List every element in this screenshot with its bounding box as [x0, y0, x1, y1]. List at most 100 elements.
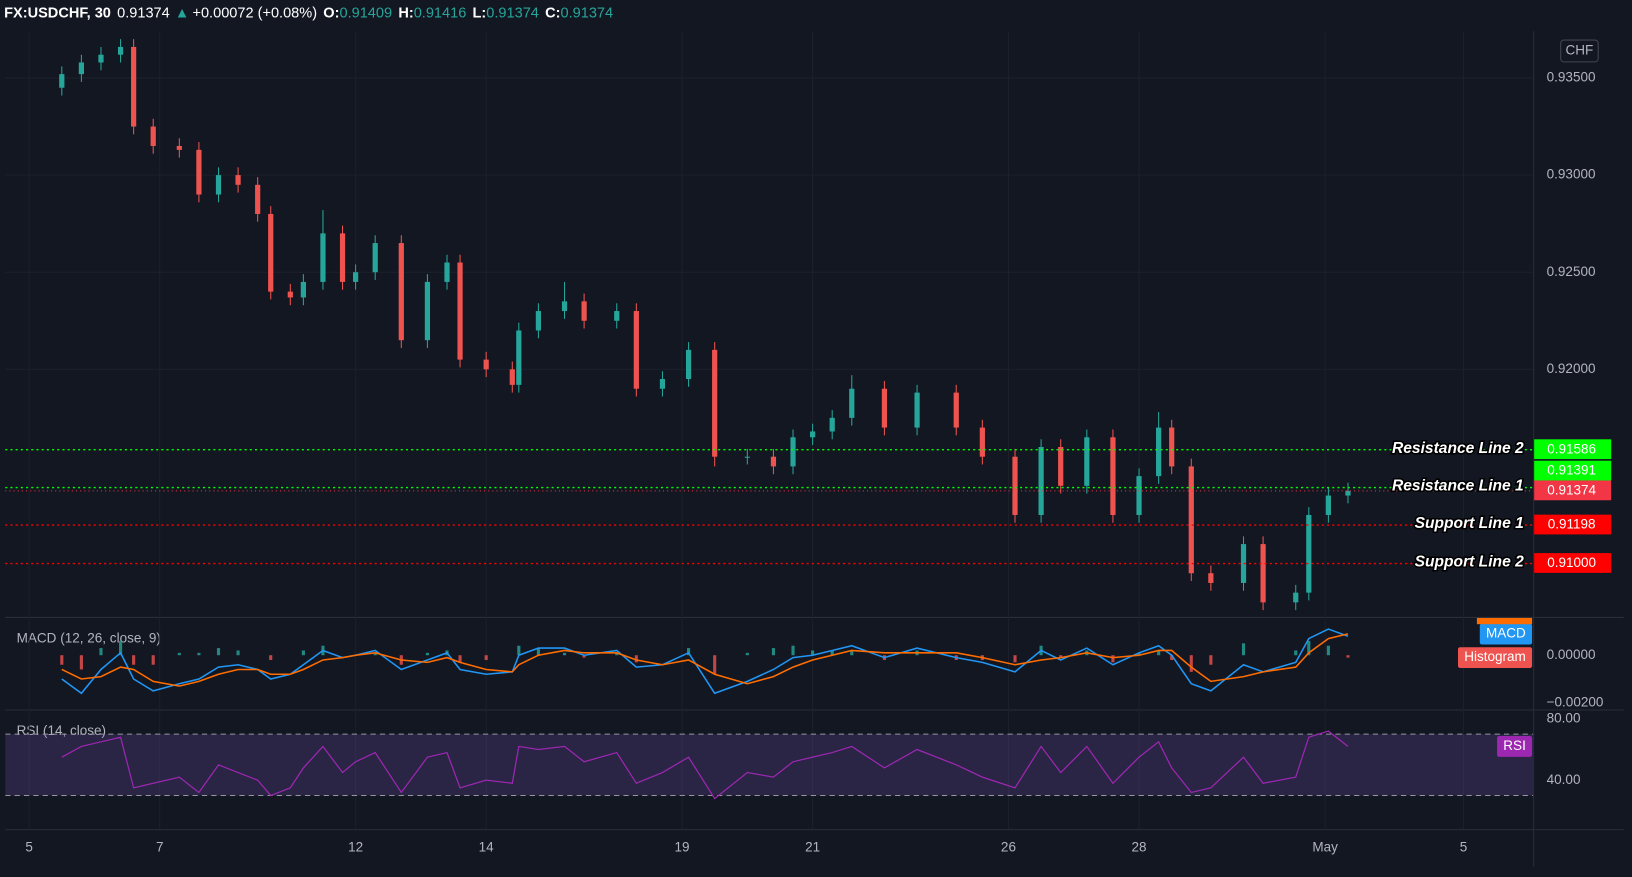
header: FX:USDCHF, 30 0.91374 ▲ +0.00072 (+0.08%) O:… [4, 5, 613, 21]
candle-body [516, 330, 522, 385]
last-price-tag-text: 0.91374 [1547, 482, 1596, 497]
candle-body [914, 392, 920, 428]
symbol: FX:USDCHF, 30 [4, 5, 111, 21]
candle-body [1345, 490, 1351, 496]
y-tick-label: 0.92500 [1547, 264, 1596, 279]
candle-body [300, 281, 306, 298]
legend-tag-text: MACD [1486, 626, 1526, 641]
candle-body [614, 311, 620, 321]
level-tag [1534, 553, 1612, 573]
overlay: 5 7 12 14 19 21 26 28 May 5 0.93500 0.93000 0.92500 0… [25, 70, 1612, 854]
candle-body [790, 437, 796, 467]
signal-tag [1476, 617, 1533, 625]
histogram-bar [458, 655, 462, 663]
histogram-bar [1059, 655, 1063, 658]
histogram-bar [811, 650, 815, 656]
histogram-bar [1137, 652, 1141, 656]
change: +0.00072 (+0.08%) [192, 5, 317, 21]
candle-body [196, 149, 202, 195]
level-tag-text: 0.91586 [1547, 441, 1596, 456]
candle-body [685, 349, 692, 380]
y-tick-label: 40.00 [1547, 772, 1581, 787]
pane [5, 730, 1534, 800]
candle-body [131, 46, 137, 127]
histogram-bar [425, 652, 429, 656]
histogram-bar [713, 655, 717, 675]
candle-body [881, 388, 888, 428]
histogram-bar [1307, 640, 1311, 656]
level-tag-text: 0.91391 [1547, 463, 1596, 478]
candle-body [1188, 466, 1194, 574]
level-tag [1534, 514, 1612, 535]
close-label: C: [545, 5, 560, 21]
legend-tag [1457, 647, 1533, 668]
candle-body [339, 233, 346, 282]
histogram-bar [1111, 655, 1115, 663]
candle-body [1038, 446, 1044, 515]
histogram-bar [634, 655, 638, 663]
candle-body [235, 175, 241, 185]
y-tick-label: 0.93000 [1547, 167, 1596, 182]
candle-body [1325, 495, 1331, 515]
candle-body [829, 417, 835, 432]
level-label: Resistance Line 1 [1392, 478, 1524, 495]
y-tick-label: −0.00200 [1547, 694, 1604, 709]
candle-body [810, 431, 816, 438]
candle-body [268, 213, 274, 292]
candle-body [255, 184, 261, 214]
level-tag [1534, 439, 1612, 460]
open-value: 0.91409 [339, 5, 392, 21]
candle-body [633, 311, 639, 389]
candle-body [535, 311, 542, 331]
candle-body [98, 54, 104, 63]
pane [60, 628, 1350, 695]
candle-body [1110, 437, 1116, 515]
histogram-bar [517, 645, 521, 656]
histogram-bar [562, 652, 567, 656]
candle-body [1293, 592, 1299, 603]
x-tick-label: 19 [675, 839, 690, 854]
candle-body [1136, 476, 1142, 515]
macd-line [61, 633, 1349, 687]
candle-body [444, 262, 450, 282]
histogram-bar [1209, 655, 1213, 665]
x-tick-label: 5 [1460, 839, 1468, 854]
x-tick-label: 26 [1001, 839, 1016, 854]
x-tick-label: 28 [1132, 839, 1147, 854]
y-tick-label: 0.92000 [1547, 361, 1596, 376]
candle-body [659, 379, 666, 389]
pane [5, 39, 1534, 611]
histogram-bar [582, 655, 586, 658]
rsi-band [5, 734, 1534, 796]
candle-body [509, 369, 515, 385]
currency-box[interactable] [1560, 39, 1599, 63]
high-label: H: [398, 5, 413, 21]
histogram-bar [1013, 655, 1017, 663]
level-label: Support Line 1 [1415, 515, 1524, 532]
candle-body [1260, 544, 1266, 603]
currency[interactable]: CHF [1566, 43, 1594, 58]
level-tag-text: 0.91198 [1548, 517, 1596, 532]
histogram-bar [745, 652, 749, 656]
candle-body [78, 62, 84, 75]
histogram-bar [484, 655, 488, 660]
candle-body [117, 46, 124, 55]
legend-tag-text: RSI [1503, 738, 1526, 753]
histogram-bar [1241, 643, 1246, 656]
histogram-bar [1346, 655, 1350, 658]
level-tag-text: 0.91000 [1547, 555, 1596, 570]
histogram-bar [1170, 655, 1174, 660]
legend-tag [1479, 623, 1533, 645]
histogram-bar [60, 655, 64, 665]
level-label: Resistance Line 2 [1392, 440, 1524, 457]
x-tick-label: 14 [479, 839, 495, 854]
candle-body [712, 349, 718, 457]
last-price: 0.91374 [117, 5, 170, 21]
candle-body [561, 301, 568, 312]
histogram-bar [373, 652, 377, 656]
histogram-bar [132, 655, 136, 665]
histogram-bar [269, 655, 273, 660]
